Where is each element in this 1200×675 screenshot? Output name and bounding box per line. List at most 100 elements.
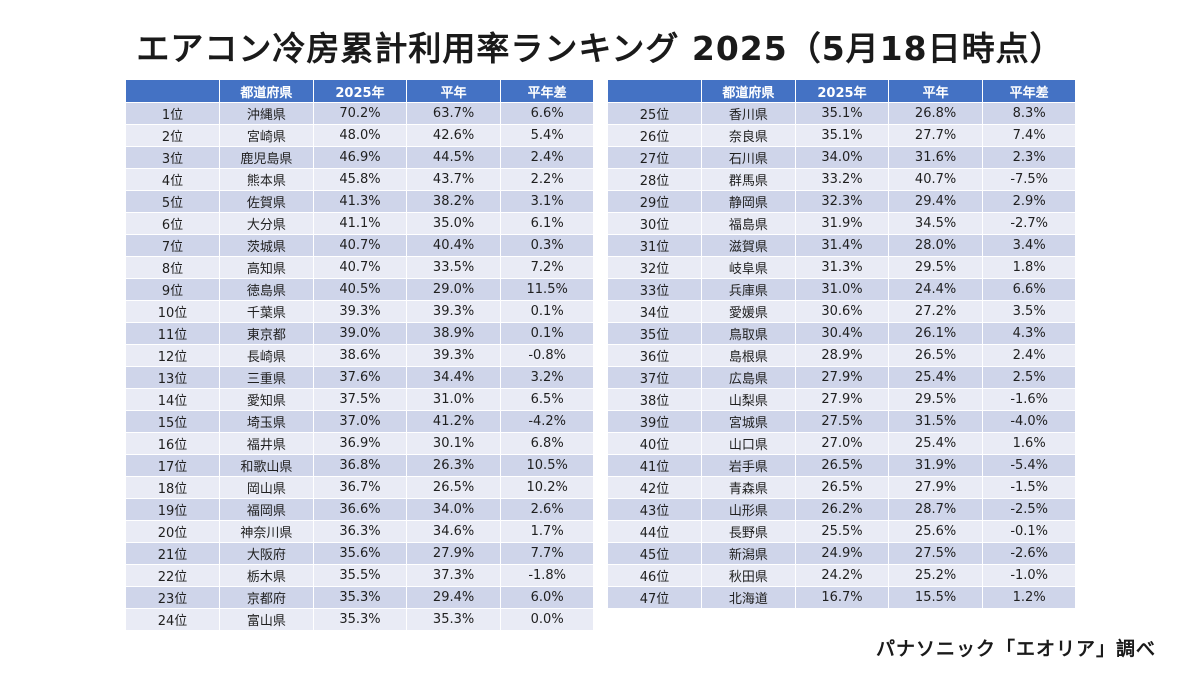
value-2025-cell: 37.5% <box>313 388 408 411</box>
value-2025-cell: 27.5% <box>795 410 890 433</box>
diff-cell: 3.2% <box>500 366 595 389</box>
header-pref: 都道府県 <box>701 80 796 103</box>
normal-year-cell: 27.9% <box>888 476 983 499</box>
value-2025-cell: 28.9% <box>795 344 890 367</box>
prefecture-cell: 沖縄県 <box>219 102 314 125</box>
table-header: 都道府県 2025年 平年 平年差 <box>608 80 1077 103</box>
prefecture-cell: 千葉県 <box>219 300 314 323</box>
table-row: 10位 千葉県 39.3% 39.3% 0.1% <box>126 300 595 323</box>
prefecture-cell: 長野県 <box>701 520 796 543</box>
normal-year-cell: 31.0% <box>406 388 501 411</box>
normal-year-cell: 31.5% <box>888 410 983 433</box>
normal-year-cell: 39.3% <box>406 344 501 367</box>
normal-year-cell: 28.7% <box>888 498 983 521</box>
normal-year-cell: 39.3% <box>406 300 501 323</box>
prefecture-cell: 京都府 <box>219 586 314 609</box>
value-2025-cell: 39.3% <box>313 300 408 323</box>
prefecture-cell: 山梨県 <box>701 388 796 411</box>
diff-cell: 6.6% <box>982 278 1077 301</box>
value-2025-cell: 36.3% <box>313 520 408 543</box>
prefecture-cell: 鳥取県 <box>701 322 796 345</box>
value-2025-cell: 26.5% <box>795 476 890 499</box>
table-row: 9位 徳島県 40.5% 29.0% 11.5% <box>126 278 595 301</box>
prefecture-cell: 山口県 <box>701 432 796 455</box>
table-row: 31位 滋賀県 31.4% 28.0% 3.4% <box>608 234 1077 257</box>
diff-cell: 2.6% <box>500 498 595 521</box>
table-row: 44位 長野県 25.5% 25.6% -0.1% <box>608 520 1077 543</box>
value-2025-cell: 36.6% <box>313 498 408 521</box>
value-2025-cell: 31.4% <box>795 234 890 257</box>
rank-cell: 6位 <box>126 212 221 235</box>
rank-cell: 19位 <box>126 498 221 521</box>
prefecture-cell: 石川県 <box>701 146 796 169</box>
prefecture-cell: 兵庫県 <box>701 278 796 301</box>
table-row: 47位 北海道 16.7% 15.5% 1.2% <box>608 586 1077 609</box>
rank-cell: 12位 <box>126 344 221 367</box>
rank-cell: 45位 <box>608 542 703 565</box>
rank-cell: 34位 <box>608 300 703 323</box>
rank-cell: 44位 <box>608 520 703 543</box>
normal-year-cell: 35.3% <box>406 608 501 631</box>
table-row: 39位 宮城県 27.5% 31.5% -4.0% <box>608 410 1077 433</box>
normal-year-cell: 34.5% <box>888 212 983 235</box>
diff-cell: 2.4% <box>500 146 595 169</box>
table-row: 24位 富山県 35.3% 35.3% 0.0% <box>126 608 595 631</box>
value-2025-cell: 35.6% <box>313 542 408 565</box>
diff-cell: 7.2% <box>500 256 595 279</box>
table-row: 22位 栃木県 35.5% 37.3% -1.8% <box>126 564 595 587</box>
ranking-table-left: 都道府県 2025年 平年 平年差 1位 沖縄県 70.2% 63.7% 6.6% 2位宮… <box>126 80 595 631</box>
normal-year-cell: 44.5% <box>406 146 501 169</box>
normal-year-cell: 34.4% <box>406 366 501 389</box>
prefecture-cell: 愛知県 <box>219 388 314 411</box>
table-header: 都道府県 2025年 平年 平年差 <box>126 80 595 103</box>
value-2025-cell: 26.2% <box>795 498 890 521</box>
value-2025-cell: 32.3% <box>795 190 890 213</box>
header-normal: 平年 <box>888 80 983 103</box>
prefecture-cell: 宮崎県 <box>219 124 314 147</box>
table-row: 23位 京都府 35.3% 29.4% 6.0% <box>126 586 595 609</box>
diff-cell: 11.5% <box>500 278 595 301</box>
normal-year-cell: 34.0% <box>406 498 501 521</box>
diff-cell: 2.5% <box>982 366 1077 389</box>
header-normal: 平年 <box>406 80 501 103</box>
prefecture-cell: 岐阜県 <box>701 256 796 279</box>
normal-year-cell: 31.9% <box>888 454 983 477</box>
table-row: 4位 熊本県 45.8% 43.7% 2.2% <box>126 168 595 191</box>
value-2025-cell: 40.7% <box>313 234 408 257</box>
ranking-table-right: 都道府県 2025年 平年 平年差 25位 香川県 35.1% 26.8% 8.3% 26… <box>608 80 1077 609</box>
normal-year-cell: 37.3% <box>406 564 501 587</box>
diff-cell: 0.3% <box>500 234 595 257</box>
rank-cell: 39位 <box>608 410 703 433</box>
table-row: 19位 福岡県 36.6% 34.0% 2.6% <box>126 498 595 521</box>
prefecture-cell: 滋賀県 <box>701 234 796 257</box>
value-2025-cell: 38.6% <box>313 344 408 367</box>
diff-cell: 6.5% <box>500 388 595 411</box>
prefecture-cell: 和歌山県 <box>219 454 314 477</box>
prefecture-cell: 秋田県 <box>701 564 796 587</box>
table-body: 1位 沖縄県 70.2% 63.7% 6.6% 2位 宮崎県 48.0% 42.6% 5.4% 3位… <box>126 102 595 631</box>
prefecture-cell: 岩手県 <box>701 454 796 477</box>
rank-cell: 38位 <box>608 388 703 411</box>
prefecture-cell: 鹿児島県 <box>219 146 314 169</box>
diff-cell: 7.4% <box>982 124 1077 147</box>
normal-year-cell: 26.3% <box>406 454 501 477</box>
prefecture-cell: 広島県 <box>701 366 796 389</box>
diff-cell: -1.6% <box>982 388 1077 411</box>
value-2025-cell: 24.9% <box>795 542 890 565</box>
diff-cell: 2.3% <box>982 146 1077 169</box>
rank-cell: 3位 <box>126 146 221 169</box>
normal-year-cell: 43.7% <box>406 168 501 191</box>
prefecture-cell: 新潟県 <box>701 542 796 565</box>
value-2025-cell: 35.3% <box>313 586 408 609</box>
normal-year-cell: 31.6% <box>888 146 983 169</box>
normal-year-cell: 34.6% <box>406 520 501 543</box>
table-row: 11位 東京都 39.0% 38.9% 0.1% <box>126 322 595 345</box>
table-row: 34位 愛媛県 30.6% 27.2% 3.5% <box>608 300 1077 323</box>
diff-cell: 2.4% <box>982 344 1077 367</box>
diff-cell: -4.2% <box>500 410 595 433</box>
rank-cell: 16位 <box>126 432 221 455</box>
header-rank <box>608 80 703 103</box>
prefecture-cell: 富山県 <box>219 608 314 631</box>
table-body: 25位 香川県 35.1% 26.8% 8.3% 26位 奈良県 35.1% 27.7% 7.4%… <box>608 102 1077 609</box>
rank-cell: 4位 <box>126 168 221 191</box>
